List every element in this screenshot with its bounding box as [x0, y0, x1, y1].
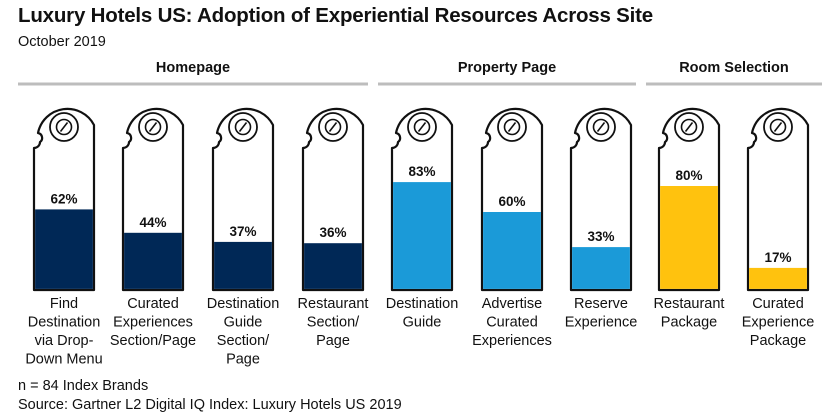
- bar-fill: [124, 232, 182, 289]
- hanger-ring-slash: [328, 122, 338, 132]
- hanger-ring-inner: [503, 118, 521, 136]
- value-label: 36%: [319, 225, 346, 240]
- hanger-ring-outer: [49, 112, 79, 142]
- category-label: Package: [750, 333, 806, 349]
- bar-fill: [214, 241, 272, 289]
- value-label: 44%: [139, 215, 166, 230]
- value-label: 37%: [229, 224, 256, 239]
- hanger-ring-inner: [144, 118, 162, 136]
- bar-fill: [483, 212, 541, 289]
- hanger-outline: [569, 107, 633, 292]
- category-label: Down Menu: [25, 352, 102, 368]
- hanger-ring-outer: [228, 112, 258, 142]
- hanger-ring-outer: [407, 112, 437, 142]
- hanger-ring-outer: [318, 112, 348, 142]
- hanger-ring-inner: [55, 118, 73, 136]
- chart-title: Luxury Hotels US: Adoption of Experienti…: [18, 4, 653, 27]
- category-label: Curated: [752, 296, 804, 312]
- hanger-ring-slash: [596, 122, 606, 132]
- category-label: Destination: [386, 296, 459, 312]
- category-label: Page: [316, 333, 350, 349]
- value-label: 33%: [587, 229, 614, 244]
- category-label: Destination: [28, 315, 101, 331]
- hanger-ring-outer: [138, 112, 168, 142]
- bar-fill: [35, 209, 93, 289]
- hanger-ring-inner: [680, 118, 698, 136]
- bar-fill: [304, 243, 362, 289]
- hanger-ring-outer: [674, 112, 704, 142]
- category-label: Section/: [307, 315, 360, 331]
- category-label: Experiences: [113, 315, 193, 331]
- category-label: Advertise: [482, 296, 542, 312]
- bar-fill: [393, 182, 451, 289]
- group-label-0: Homepage: [156, 60, 230, 76]
- value-label: 83%: [408, 164, 435, 179]
- value-label: 60%: [498, 194, 525, 209]
- group-label-1: Property Page: [458, 60, 556, 76]
- category-label: Guide: [403, 315, 442, 331]
- category-label: Reserve: [574, 296, 628, 312]
- hanger-ring-inner: [769, 118, 787, 136]
- hanger-ring-inner: [324, 118, 342, 136]
- category-label: via Drop-: [35, 333, 94, 349]
- hanger-ring-slash: [417, 122, 427, 132]
- category-label: Page: [226, 352, 260, 368]
- bar-fill: [572, 247, 630, 289]
- category-label: Curated: [486, 315, 538, 331]
- category-label: Curated: [127, 296, 179, 312]
- category-label: Guide: [224, 315, 263, 331]
- category-label: Find: [50, 296, 78, 312]
- sample-size-note: n = 84 Index Brands: [18, 378, 149, 394]
- category-label: Experience: [565, 315, 638, 331]
- category-label: Restaurant: [298, 296, 369, 312]
- hanger-ring-inner: [413, 118, 431, 136]
- category-label: Experiences: [472, 333, 552, 349]
- hanger-ring-inner: [592, 118, 610, 136]
- hanger-ring-slash: [684, 122, 694, 132]
- category-label: Section/Page: [110, 333, 196, 349]
- hanger-ring-slash: [238, 122, 248, 132]
- chart-subtitle: October 2019: [18, 34, 106, 50]
- hanger-ring-slash: [59, 122, 69, 132]
- group-label-2: Room Selection: [679, 60, 789, 76]
- bar-fill: [749, 267, 807, 289]
- category-label: Experience: [742, 315, 815, 331]
- category-label: Restaurant: [654, 296, 725, 312]
- value-label: 17%: [764, 250, 791, 265]
- category-label: Destination: [207, 296, 280, 312]
- hanger-ring-outer: [763, 112, 793, 142]
- hanger-ring-slash: [773, 122, 783, 132]
- category-label: Section/: [217, 333, 270, 349]
- hanger-ring-slash: [148, 122, 158, 132]
- bar-fill: [660, 186, 718, 289]
- hanger-ring-inner: [234, 118, 252, 136]
- value-label: 80%: [675, 168, 702, 183]
- category-label: Package: [661, 315, 717, 331]
- source-note: Source: Gartner L2 Digital IQ Index: Lux…: [18, 397, 402, 413]
- hanger-ring-outer: [497, 112, 527, 142]
- hanger-outline: [746, 107, 810, 292]
- hanger-ring-outer: [586, 112, 616, 142]
- value-label: 62%: [50, 191, 77, 206]
- hanger-ring-slash: [507, 122, 517, 132]
